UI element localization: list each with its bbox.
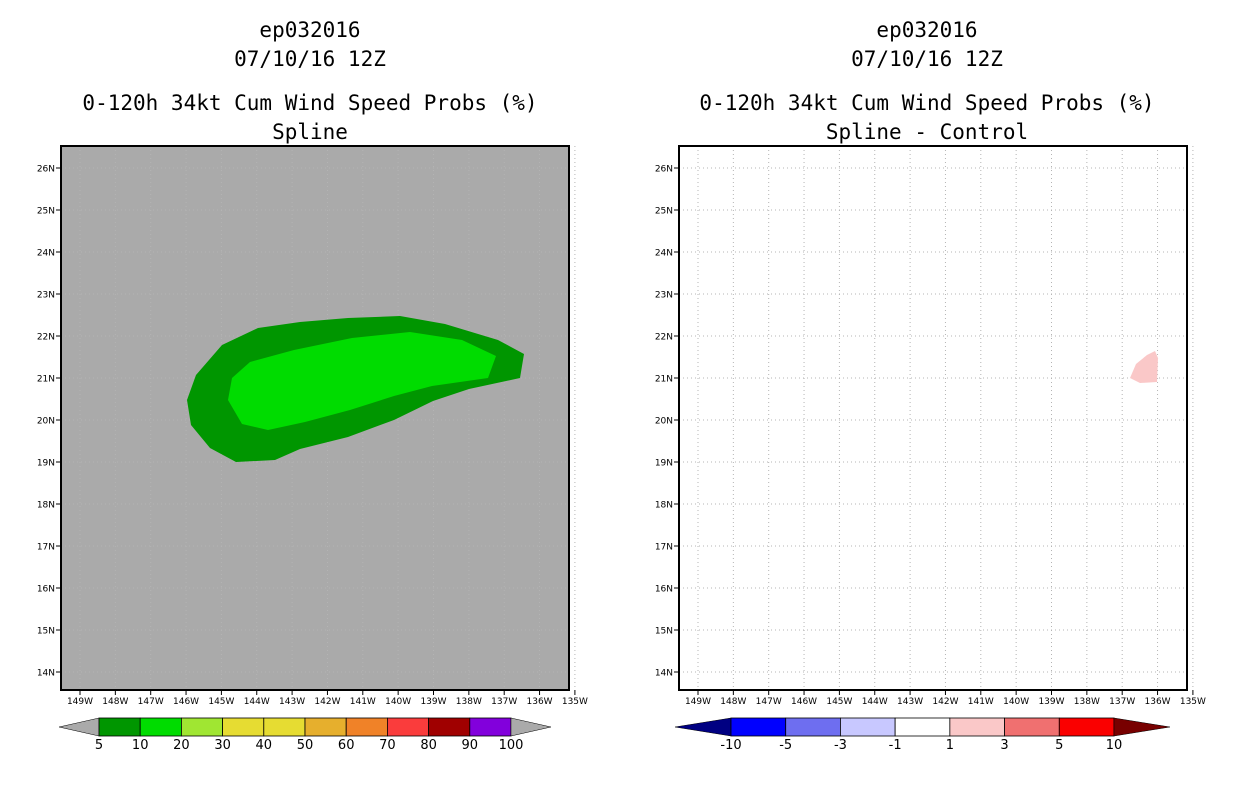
right-lon-label: 148W	[720, 697, 746, 707]
left-lon-label: 148W	[102, 697, 128, 707]
right-lon-label: 147W	[756, 697, 782, 707]
right-title-method: Spline - Control	[825, 120, 1029, 144]
left-title-storm-id: ep032016	[259, 18, 361, 42]
right-lon-label: 145W	[826, 697, 852, 707]
right-lon-label: 143W	[897, 697, 923, 707]
left-map-frame	[60, 145, 570, 691]
right-grid-lines	[679, 146, 1194, 690]
right-lat-label: 25N	[655, 207, 673, 217]
right-lon-label: 137W	[1109, 697, 1135, 707]
right-diff-1-3-region	[1130, 351, 1158, 383]
right-lon-label: 139W	[1038, 697, 1064, 707]
right-lon-label: 140W	[1003, 697, 1029, 707]
left-lat-label: 26N	[37, 165, 55, 175]
left-lon-label: 143W	[279, 697, 305, 707]
left-lat-label: 15N	[37, 627, 55, 637]
right-lon-label: 141W	[968, 697, 994, 707]
left-lon-label: 147W	[138, 697, 164, 707]
left-lat-label: 22N	[37, 333, 55, 343]
left-lon-label: 145W	[208, 697, 234, 707]
right-longitude-labels: 149W 148W 147W 146W 145W 144W 143W 142W 141W 140W…	[685, 690, 1206, 707]
right-title-product: 0-120h 34kt Cum Wind Speed Probs (%)	[699, 91, 1155, 115]
right-lon-label: 138W	[1074, 697, 1100, 707]
left-lat-label: 18N	[37, 501, 55, 511]
right-lat-label: 17N	[655, 543, 673, 553]
left-lon-label: 136W	[527, 697, 553, 707]
left-title-method: Spline	[272, 120, 348, 144]
left-lat-label: 23N	[37, 291, 55, 301]
right-lon-label: 149W	[685, 697, 711, 707]
right-lat-label: 26N	[655, 165, 673, 175]
right-map-background	[679, 146, 1187, 690]
right-lon-label: 135W	[1180, 697, 1206, 707]
left-prob-10-20-region	[228, 332, 496, 430]
right-lat-label: 14N	[655, 669, 673, 679]
right-lat-label: 16N	[655, 585, 673, 595]
left-title-product: 0-120h 34kt Cum Wind Speed Probs (%)	[82, 91, 538, 115]
right-latitude-labels: 26N 25N 24N 23N 22N 21N 20N 19N 18N 17N 16N 15N 14N	[655, 165, 679, 679]
left-latitude-labels: 26N 25N 24N 23N 22N 21N 20N 19N 18N 17N 16N 15N 14N	[37, 165, 61, 679]
right-lat-label: 21N	[655, 375, 673, 385]
left-lon-label: 142W	[314, 697, 340, 707]
right-lon-label: 142W	[932, 697, 958, 707]
left-lon-label: 139W	[420, 697, 446, 707]
left-lat-label: 24N	[37, 249, 55, 259]
left-lon-label: 137W	[491, 697, 517, 707]
right-map-frame	[678, 145, 1188, 691]
left-lat-label: 16N	[37, 585, 55, 595]
right-lat-label: 24N	[655, 249, 673, 259]
left-lat-label: 21N	[37, 375, 55, 385]
right-lat-label: 20N	[655, 417, 673, 427]
left-lat-label: 14N	[37, 669, 55, 679]
left-lat-label: 17N	[37, 543, 55, 553]
right-lat-label: 15N	[655, 627, 673, 637]
right-lon-label: 136W	[1145, 697, 1171, 707]
right-title-datetime: 07/10/16 12Z	[851, 47, 1003, 71]
right-lat-label: 22N	[655, 333, 673, 343]
left-lon-label: 141W	[350, 697, 376, 707]
left-lon-label: 140W	[385, 697, 411, 707]
left-lat-label: 25N	[37, 207, 55, 217]
right-lat-label: 19N	[655, 459, 673, 469]
left-title-datetime: 07/10/16 12Z	[234, 47, 386, 71]
right-lon-label: 146W	[791, 697, 817, 707]
right-title-storm-id: ep032016	[876, 18, 978, 42]
left-lon-label: 149W	[67, 697, 93, 707]
right-lat-label: 23N	[655, 291, 673, 301]
left-lon-label: 135W	[562, 697, 588, 707]
right-lat-label: 18N	[655, 501, 673, 511]
left-lon-label: 138W	[456, 697, 482, 707]
left-lat-label: 19N	[37, 459, 55, 469]
left-lat-label: 20N	[37, 417, 55, 427]
left-lon-label: 144W	[244, 697, 270, 707]
right-lon-label: 144W	[862, 697, 888, 707]
left-lon-label: 146W	[173, 697, 199, 707]
left-longitude-labels: 149W 148W 147W 146W 145W 144W 143W 142W 141W 140W…	[67, 690, 588, 707]
